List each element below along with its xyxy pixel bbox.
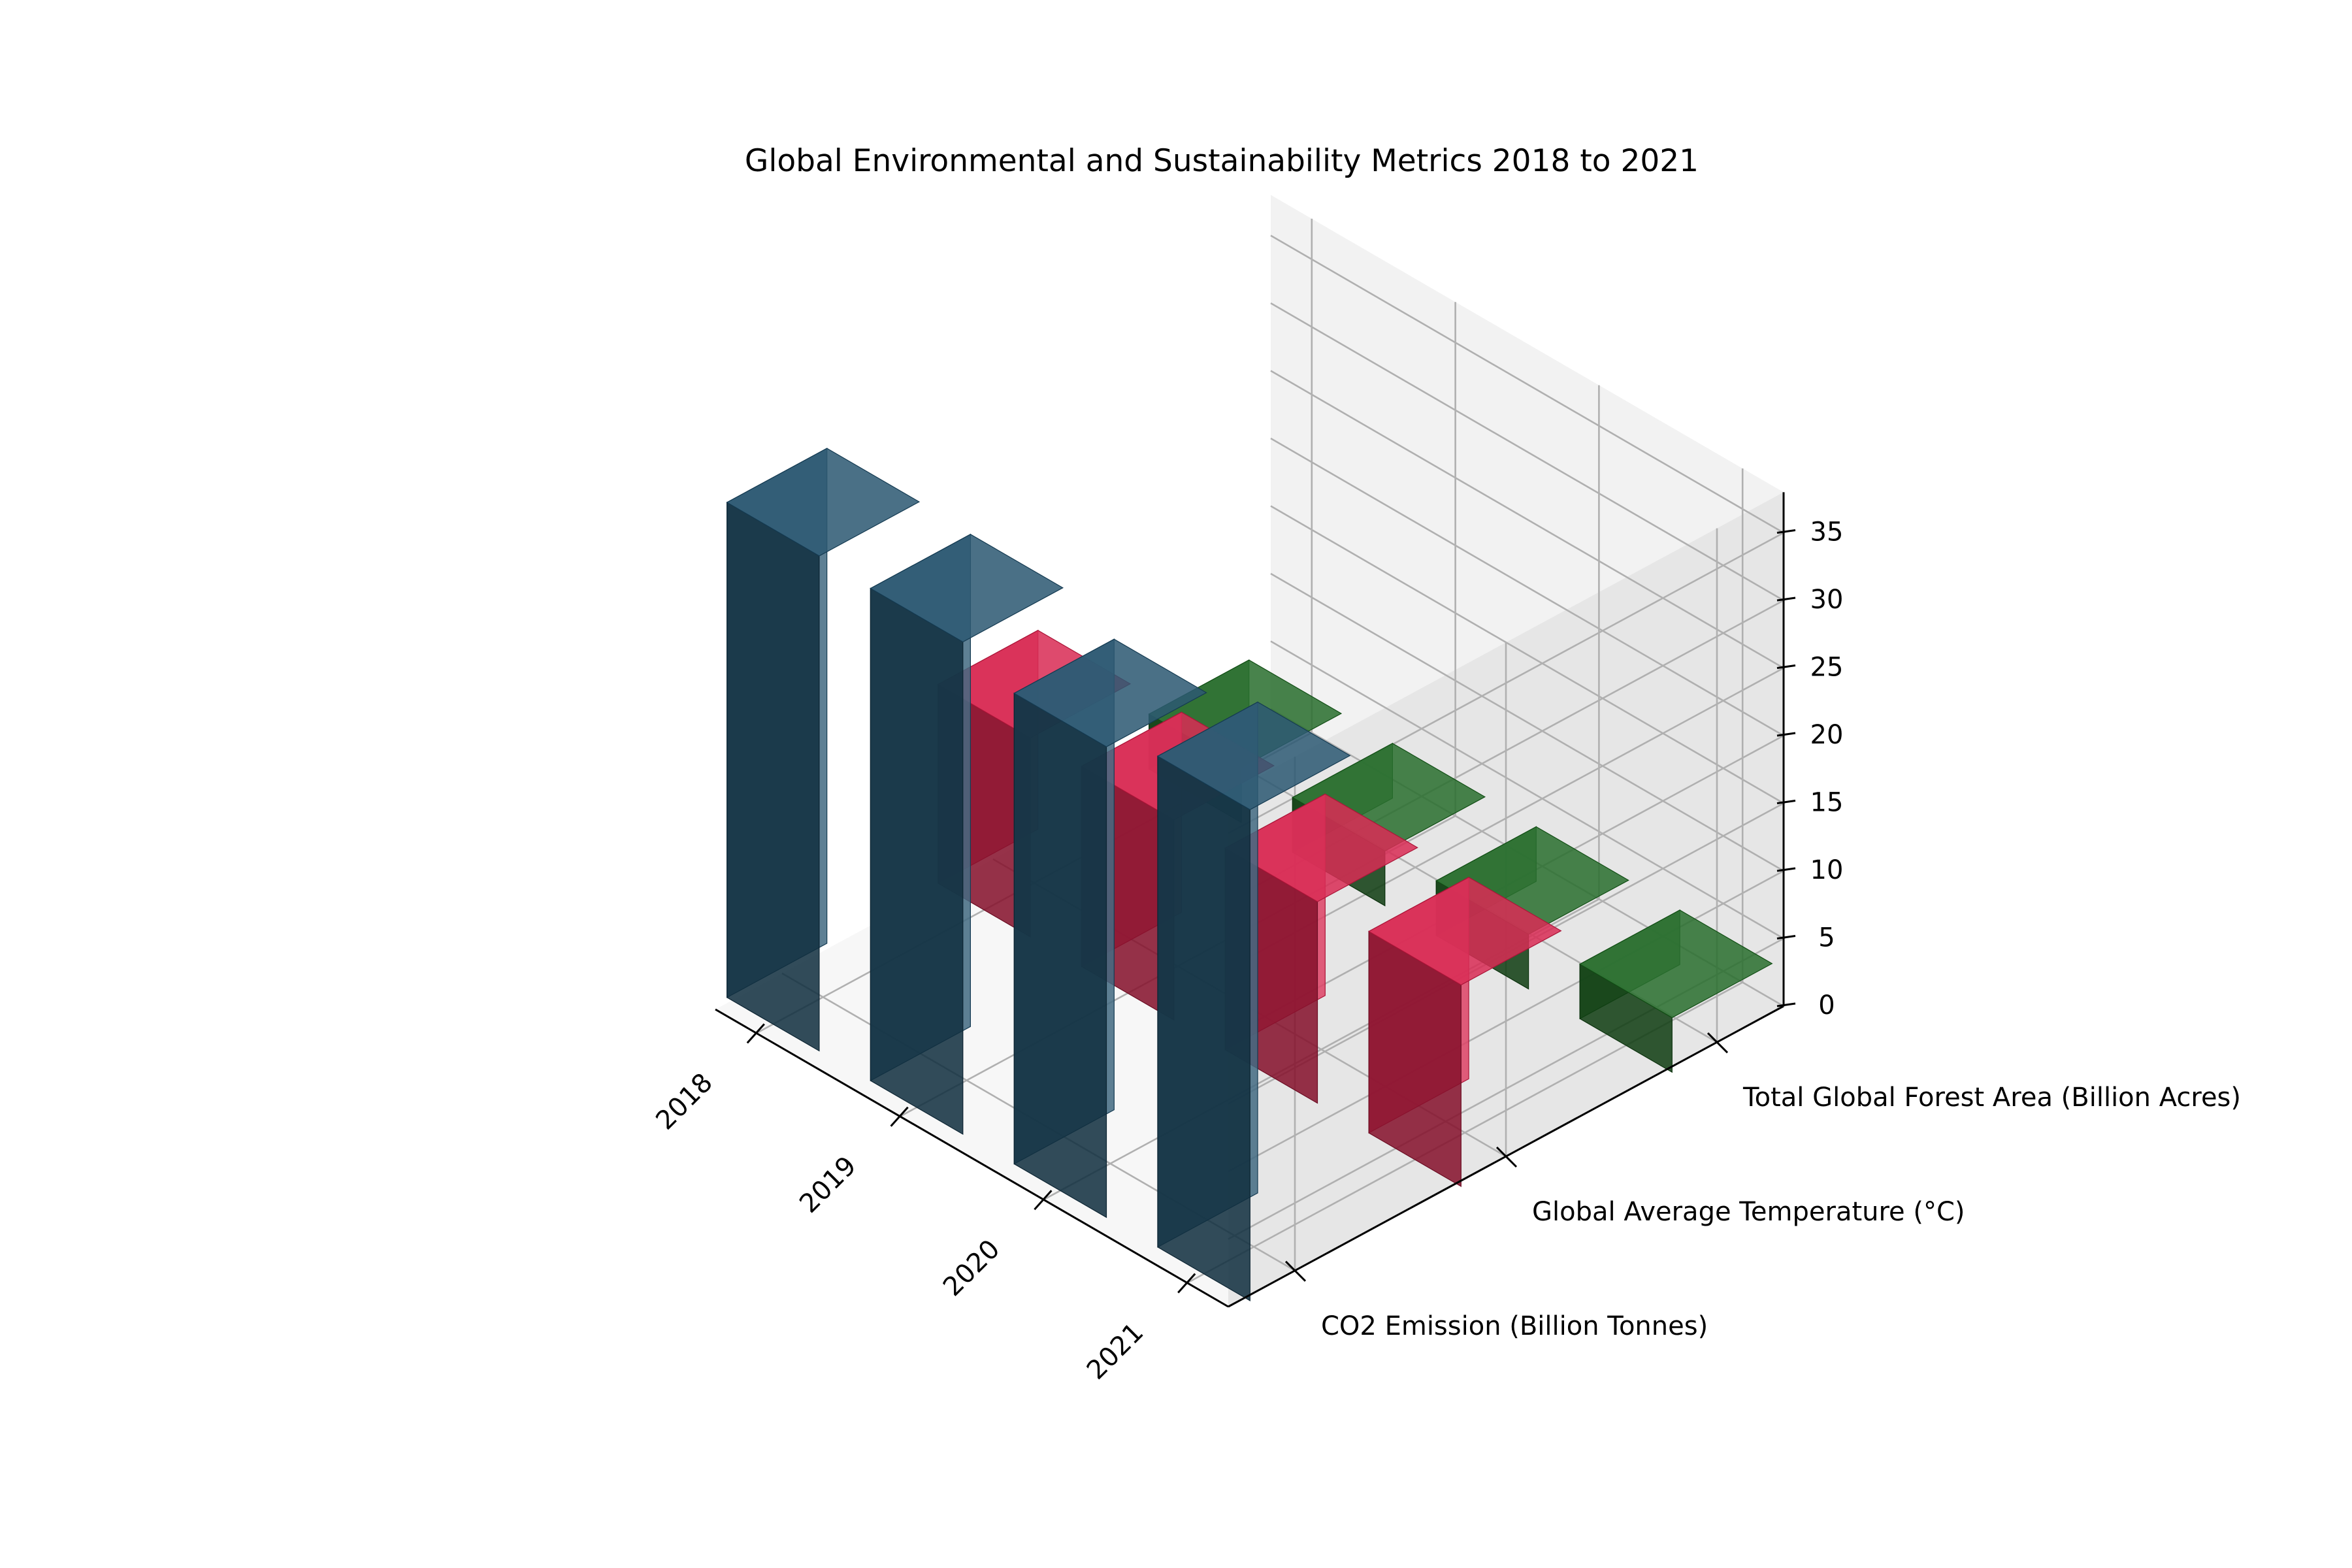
y-tick-label: CO2 Emission (Billion Tonnes)	[1321, 1311, 1708, 1341]
chart-title: Global Environmental and Sustainability …	[745, 143, 1699, 179]
bar-top-face	[726, 448, 921, 557]
bar-top-face	[870, 534, 1064, 643]
bar-2020-series-1	[1013, 638, 1207, 1218]
bar-2019-series-1	[870, 533, 1064, 1135]
z-tick	[1776, 800, 1796, 804]
z-tick	[1776, 1002, 1796, 1007]
z-tick-label: 5	[1818, 923, 1835, 953]
x-tick-label: 2021	[1081, 1317, 1150, 1386]
x-tick-label: 2020	[938, 1234, 1006, 1303]
y-tick	[1707, 1032, 1729, 1054]
x-tick	[890, 1106, 909, 1127]
z-tick	[1776, 732, 1796, 737]
bar-top-face	[1367, 877, 1562, 986]
bar-top-face	[1013, 638, 1207, 747]
z-tick-label: 0	[1818, 990, 1835, 1021]
z-tick-label: 15	[1810, 788, 1844, 818]
x-tick	[1177, 1273, 1196, 1294]
bar-top-face	[1578, 909, 1773, 1019]
x-tick	[746, 1023, 765, 1044]
bar-top-face	[1156, 701, 1351, 810]
z-tick	[1776, 596, 1796, 602]
y-tick	[1495, 1146, 1518, 1168]
z-tick-label: 20	[1810, 720, 1844, 750]
bar-side-face	[727, 501, 820, 1052]
z-tick-label: 35	[1810, 517, 1844, 547]
y-tick-label: Total Global Forest Area (Billion Acres)	[1742, 1083, 2241, 1113]
bar-group	[726, 448, 1773, 1301]
z-tick	[1776, 867, 1796, 872]
z-tick-label: 30	[1810, 585, 1844, 615]
bar-side-face	[1013, 693, 1107, 1218]
z-tick-label: 10	[1810, 855, 1844, 885]
bar-side-face	[870, 587, 964, 1135]
x-gridline	[1186, 468, 1744, 1284]
z-tick	[1776, 935, 1796, 939]
bar-2021-series-3	[1578, 909, 1773, 1073]
bar-2018-series-1	[726, 448, 921, 1052]
x-tick-label: 2018	[650, 1068, 719, 1136]
y-tick	[1284, 1260, 1307, 1282]
z-tick-label: 25	[1810, 653, 1844, 683]
y-tick-label: Global Average Temperature (°C)	[1532, 1197, 1965, 1227]
x-axis-line	[715, 1008, 1229, 1308]
bar-2021-series-1	[1156, 701, 1351, 1301]
z-tick	[1776, 529, 1796, 534]
z-tick	[1776, 664, 1796, 669]
x-tick	[1034, 1190, 1053, 1211]
x-tick-label: 2019	[794, 1151, 862, 1219]
bar-side-face	[1157, 755, 1250, 1301]
bar-2021-series-2	[1367, 876, 1562, 1187]
